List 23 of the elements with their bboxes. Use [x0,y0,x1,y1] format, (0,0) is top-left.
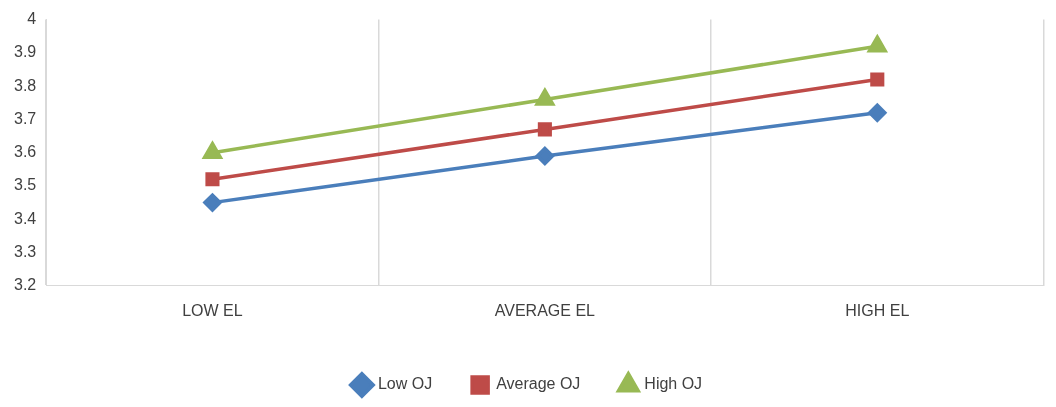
x-tick-label: LOW EL [182,301,243,319]
point [205,172,220,187]
legend-label: Low OJ [377,375,433,393]
point [535,88,555,106]
point [535,146,555,166]
y-tick-label: 3.6 [13,143,37,161]
y-tick-label: 3.9 [13,43,37,61]
point [203,193,222,212]
point [868,103,887,123]
y-tick-label: 3.8 [13,76,37,94]
point [537,122,552,137]
y-tick-label: 3.4 [13,209,37,227]
x-tick-label: AVERAGE EL [494,301,596,319]
y-tick-label: 3.5 [13,176,37,194]
point [867,35,887,53]
legend-label: Average OJ [496,375,581,393]
point [870,72,885,87]
x-tick-label: HIGH EL [845,301,910,319]
y-tick-label: 4 [27,10,37,28]
y-tick-label: 3.3 [13,242,37,260]
y-tick-label: 3.2 [13,276,37,294]
y-tick-label: 3.7 [13,109,37,127]
legend-label: High OJ [644,375,703,393]
